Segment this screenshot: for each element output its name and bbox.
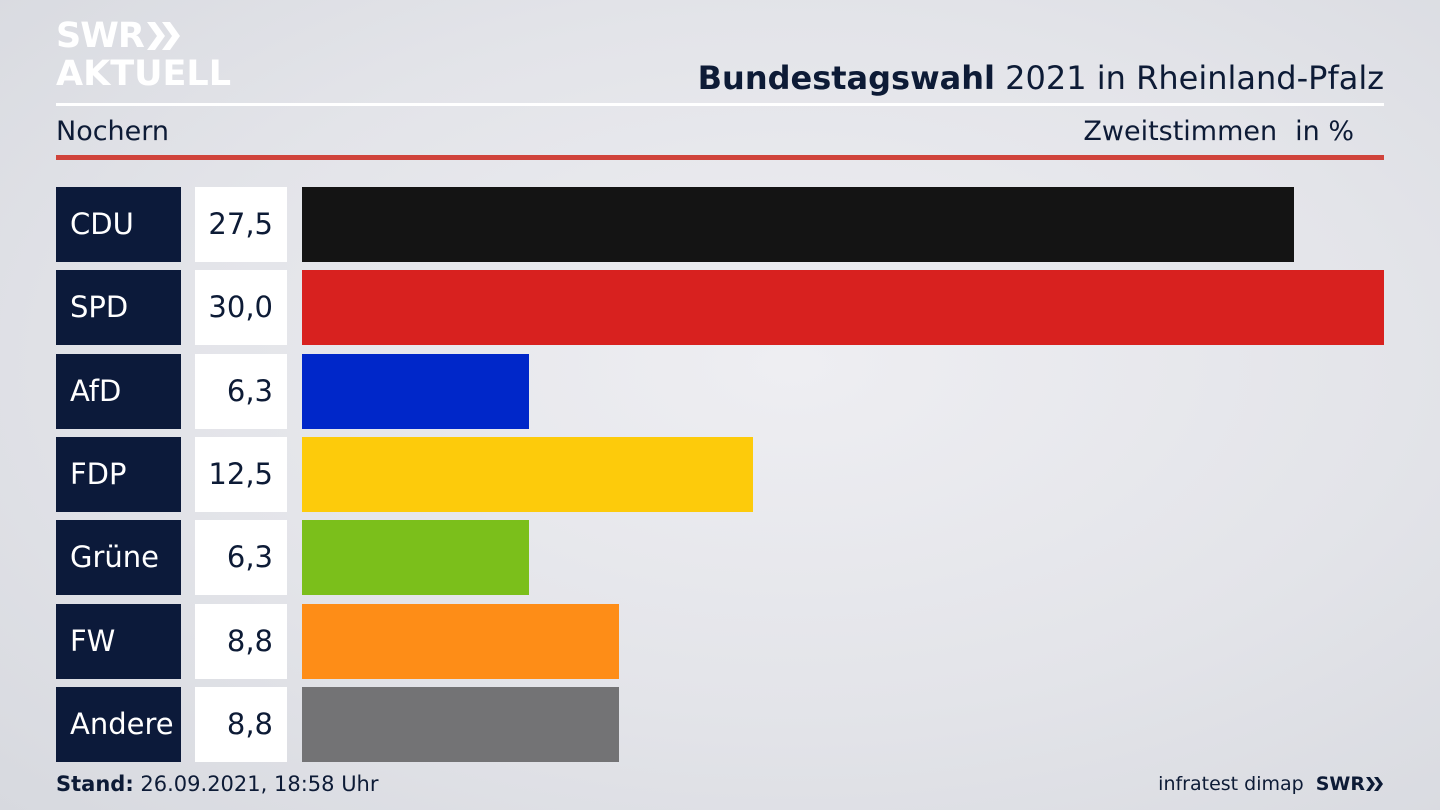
chart-row: FW 8,8 (56, 604, 1384, 679)
chart-row: FDP 12,5 (56, 437, 1384, 512)
footer-brand: SWR (1315, 773, 1365, 795)
timestamp-label: Stand: (56, 772, 134, 796)
footer-swr-logo: SWR (1316, 768, 1384, 800)
logo-swr-line: SWR (56, 16, 183, 56)
unit-text: in % (1295, 116, 1354, 147)
value-label: 8,8 (195, 604, 287, 679)
value-label: 27,5 (195, 187, 287, 262)
value-label: 30,0 (195, 270, 287, 345)
party-label: FW (56, 604, 181, 679)
party-label: FDP (56, 437, 181, 512)
value-label: 6,3 (195, 520, 287, 595)
measure-label: Zweitstimmen in % (1083, 112, 1354, 152)
value-label: 6,3 (195, 354, 287, 429)
chart-row: SPD 30,0 (56, 270, 1384, 345)
party-label: Grüne (56, 520, 181, 595)
place-name: Nochern (56, 116, 170, 147)
logo-swr-text: SWR (56, 16, 145, 56)
value-label: 12,5 (195, 437, 287, 512)
timestamp-value: 26.09.2021, 18:58 Uhr (140, 772, 379, 796)
party-label: Andere (56, 687, 181, 762)
measure-text: Zweitstimmen (1083, 116, 1278, 147)
chevrons-icon (146, 22, 180, 50)
chart-row: Grüne 6,3 (56, 520, 1384, 595)
chart-row: CDU 27,5 (56, 187, 1384, 262)
swr-aktuell-logo: SWR AKTUELL (56, 16, 256, 94)
party-label: SPD (56, 270, 181, 345)
chart-title-bold: Bundestagswahl (697, 59, 995, 97)
value-label: 8,8 (195, 687, 287, 762)
bar (302, 187, 1294, 262)
chart-title: Bundestagswahl 2021 in Rheinland-Pfalz (698, 54, 1384, 102)
party-label: AfD (56, 354, 181, 429)
timestamp: Stand: 26.09.2021, 18:58 Uhr (56, 768, 379, 800)
bar (302, 270, 1384, 345)
bar (302, 687, 619, 762)
bar (302, 354, 529, 429)
logo-aktuell-text: AKTUELL (56, 54, 232, 94)
chart-row: AfD 6,3 (56, 354, 1384, 429)
party-label: CDU (56, 187, 181, 262)
accent-divider (56, 155, 1384, 160)
chart-row: Andere 8,8 (56, 687, 1384, 762)
chart-title-rest: 2021 in Rheinland-Pfalz (1005, 59, 1384, 97)
bar (302, 520, 529, 595)
chevrons-icon (1366, 777, 1383, 791)
source-credit: infratest dimap (1158, 773, 1304, 795)
bar (302, 604, 619, 679)
header-divider (56, 103, 1384, 106)
footer-credits: infratest dimap SWR (1158, 768, 1384, 800)
bar (302, 437, 753, 512)
